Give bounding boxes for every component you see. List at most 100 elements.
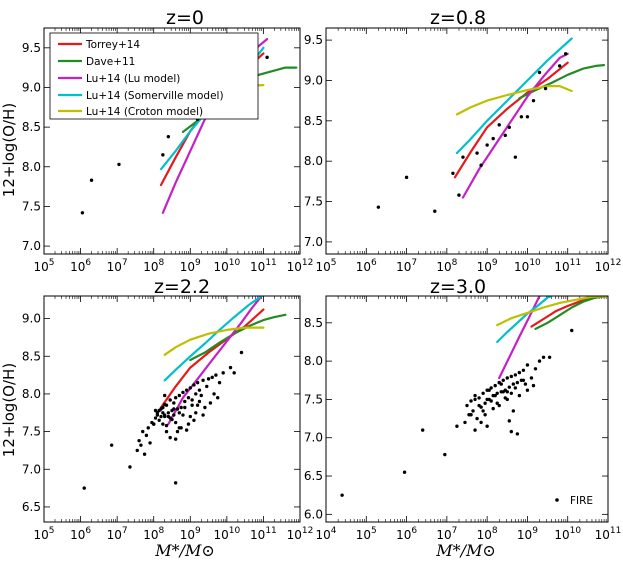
fire-point [491, 406, 495, 411]
x-tick-label: 108 [477, 526, 498, 542]
fire-point [473, 393, 477, 398]
fire-point [161, 422, 165, 426]
y-tick-label: 9.0 [304, 73, 323, 87]
y-tick-label: 6.5 [22, 500, 41, 514]
fire-point [489, 386, 493, 390]
fire-point [483, 413, 487, 417]
fire-point [515, 432, 520, 436]
fire-point [153, 408, 158, 413]
fire-point [455, 424, 459, 428]
x-tick-label: 106 [356, 258, 377, 274]
x-tick-label: 1011 [554, 258, 581, 274]
fire-point [340, 493, 344, 497]
series-line-torrey-14 [159, 308, 265, 409]
x-tick-label: 1012 [287, 258, 314, 274]
legend-label-dave: Dave+11 [86, 56, 135, 68]
fire-point [525, 115, 530, 119]
legend-label-torrey: Torrey+14 [85, 39, 140, 51]
series-layer [340, 296, 608, 497]
x-tick-label: 1011 [595, 526, 622, 542]
fire-point [161, 411, 165, 415]
fire-point [186, 422, 191, 426]
fire-point [197, 388, 202, 392]
fire-point [376, 205, 381, 209]
fire-point [184, 388, 189, 392]
fire-point [148, 441, 152, 445]
fire-point [128, 465, 132, 469]
fire-point [203, 405, 207, 410]
fire-point [547, 355, 552, 359]
x-tick-label: 104 [315, 526, 336, 542]
fire-point [161, 153, 165, 157]
fire-point [166, 134, 171, 139]
y-tick-label: 8.0 [304, 354, 323, 368]
fire-point [511, 382, 516, 386]
fire-point [443, 452, 447, 457]
fire-point [164, 429, 169, 434]
y-tick-label: 9.0 [22, 312, 41, 326]
fire-point [537, 70, 542, 75]
fire-point [513, 386, 518, 390]
y-tick-label: 7.0 [22, 462, 41, 476]
fire-point [265, 55, 269, 60]
fire-point [463, 420, 467, 425]
plot-area: 104 105 106 107 108 109 1010 1011 6.0 6.5 7.0 7.5 8.… [304, 296, 621, 542]
fire-point [210, 375, 214, 380]
fire-point [221, 371, 225, 375]
x-tick-label: 1012 [287, 526, 314, 542]
fire-point [475, 416, 479, 421]
fire-point [505, 376, 509, 380]
x-tick-label: 105 [356, 526, 377, 542]
fire-point [511, 409, 516, 413]
fire-point [109, 443, 114, 447]
fire-point [199, 393, 203, 398]
y-tick-label: 9.5 [304, 33, 323, 47]
fire-point [139, 443, 143, 447]
x-tick-label: 1010 [213, 258, 240, 274]
x-tick-label: 109 [180, 258, 201, 274]
fire-point [152, 422, 156, 426]
fire-point [509, 429, 514, 434]
fire-point [172, 407, 176, 411]
fire-point [517, 370, 522, 375]
fire-point [166, 411, 171, 415]
fire-point [170, 417, 174, 422]
y-tick-label: 7.5 [304, 392, 323, 406]
fire-point [186, 396, 191, 400]
fire-point [166, 414, 171, 419]
fire-point [89, 178, 94, 182]
fire-point [228, 365, 233, 370]
fire-point [557, 64, 562, 68]
fire-point [451, 171, 455, 175]
fire-point [479, 420, 483, 425]
legend-fire: FIRE [555, 495, 593, 507]
plot-frame [325, 295, 609, 523]
y-tick-label: 9.0 [22, 80, 41, 94]
fire-point [509, 374, 514, 379]
fire-point [513, 155, 518, 159]
series-line-dave-11 [189, 313, 287, 362]
fire-point [501, 390, 505, 394]
y-axis-label: 12+log(O/H) [0, 103, 18, 197]
fire-point [503, 133, 507, 138]
fire-point [491, 136, 495, 141]
series-line-lu-14-croton-model [496, 296, 608, 327]
x-tick-label: 105 [315, 258, 336, 274]
x-tick-label: 1010 [554, 526, 581, 542]
x-tick-label: 107 [107, 526, 128, 542]
fire-point [513, 373, 518, 377]
x-tick-label: 1011 [250, 258, 277, 274]
fire-point [570, 328, 574, 333]
fire-point [183, 405, 187, 410]
fire-point [162, 393, 167, 398]
x-axis-label: M*/M⊙ [154, 541, 215, 560]
fire-point [157, 418, 161, 422]
fire-point [135, 448, 139, 453]
x-tick-label: 107 [396, 258, 417, 274]
fire-point [507, 419, 511, 423]
y-tick-label: 8.5 [22, 120, 41, 134]
fire-point [173, 437, 178, 441]
fire-point [471, 409, 475, 413]
fire-point [564, 52, 568, 56]
